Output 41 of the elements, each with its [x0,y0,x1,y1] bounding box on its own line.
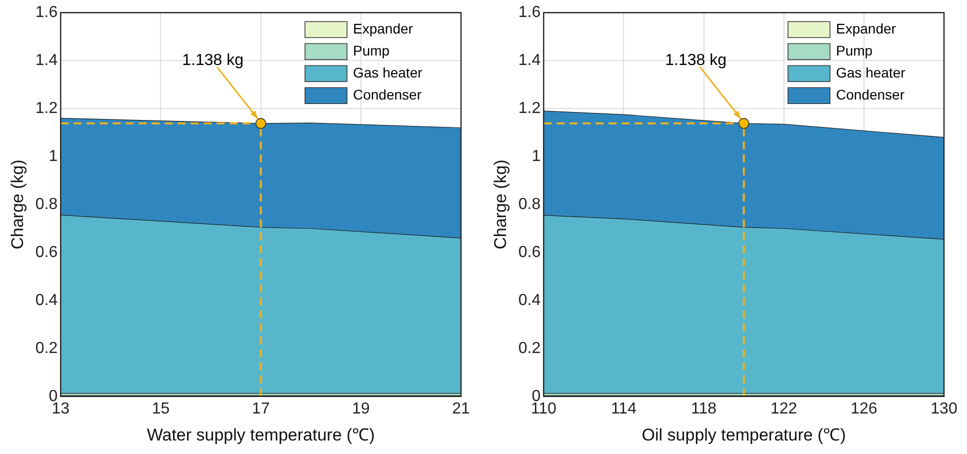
x-axis-title: Water supply temperature (℃) [146,425,375,444]
y-axis-title: Charge (kg) [490,160,510,250]
x-tick-label: 21 [452,400,470,418]
y-tick-label: 0.6 [35,244,58,261]
x-tick-label: 122 [770,400,798,418]
legend-label: Expander [836,20,896,36]
x-tick-label: 17 [252,400,270,418]
y-tick-label: 1.2 [518,100,541,117]
y-tick-label: 0.8 [35,196,58,213]
y-tick-label: 1 [532,148,541,165]
x-tick-label: 126 [850,400,878,418]
y-tick-label: 1.4 [35,52,58,69]
legend-label: Gas heater [353,64,423,80]
x-tick-label: 130 [930,400,958,418]
annotation: 1.138 kg [182,52,244,69]
x-tick-label: 19 [352,400,370,418]
legend-label: Gas heater [836,64,906,80]
x-tick-label: 114 [610,400,637,418]
y-tick-label: 0.4 [35,292,58,309]
x-axis-title: Oil supply temperature (℃) [642,425,846,444]
y-axis-title: Charge (kg) [8,160,27,250]
y-tick-label: 1.4 [518,52,541,69]
y-tick-label: 0.4 [518,292,541,309]
y-tick-label: 1 [48,148,58,165]
x-tick-label: 13 [52,400,70,418]
legend-label: Pump [353,42,390,58]
legend-label: Expander [353,20,414,36]
y-tick-label: 1.6 [35,4,58,22]
y-tick-label: 0.6 [518,244,541,261]
x-tick-label: 110 [530,400,556,418]
y-tick-label: 0.2 [35,340,58,357]
legend-label: Condenser [836,86,905,102]
annotation: 1.138 kg [665,52,727,69]
y-tick-label: 0.8 [518,196,541,213]
x-tick-label: 15 [152,400,170,418]
y-tick-label: 1.6 [518,4,541,22]
y-tick-label: 0.2 [518,340,541,357]
y-tick-label: 1.2 [35,100,58,117]
legend-label: Pump [836,42,873,58]
x-tick-label: 118 [691,400,717,418]
legend-label: Condenser [353,86,422,102]
